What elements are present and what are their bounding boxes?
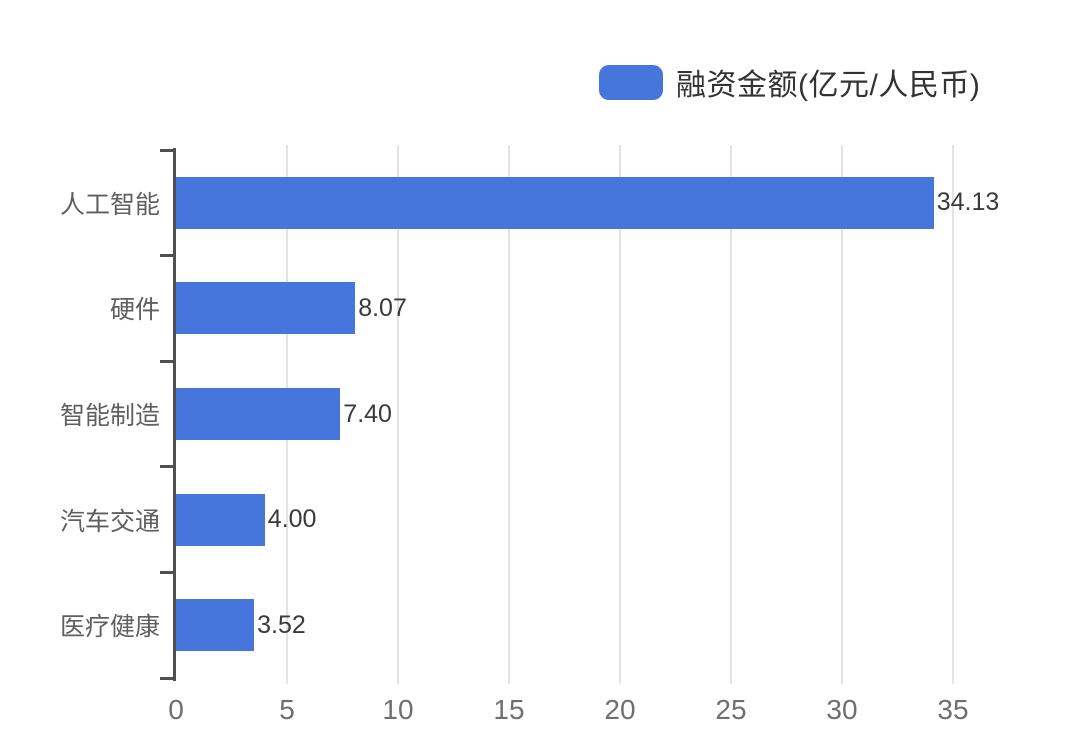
x-tick-label-15: 15 (493, 694, 525, 725)
bar-汽车交通[interactable] (176, 493, 265, 546)
gridline-x-15 (508, 145, 510, 684)
gridline-x-30 (841, 145, 843, 684)
y-axis-tick (160, 359, 173, 363)
legend-item[interactable]: 融资金额(亿元/人民币) (599, 60, 980, 104)
category-label-人工智能: 人工智能 (59, 190, 160, 219)
y-axis-line (173, 148, 176, 681)
category-label-智能制造: 智能制造 (59, 402, 160, 430)
category-label-汽车交通: 汽车交通 (59, 507, 160, 536)
gridline-x-35 (952, 145, 954, 684)
gridline-x-20 (619, 145, 621, 684)
bar-硬件[interactable] (176, 282, 356, 335)
gridline-x-25 (730, 145, 732, 684)
x-tick-label-10: 10 (382, 694, 414, 725)
bar-人工智能[interactable] (176, 176, 934, 229)
legend-swatch-icon (599, 64, 663, 100)
category-label-硬件: 硬件 (109, 296, 160, 325)
bar-医疗健康[interactable] (176, 599, 255, 652)
category-label-医疗健康: 医疗健康 (59, 613, 160, 642)
x-tick-label-30: 30 (826, 694, 858, 725)
legend-label: 融资金额(亿元/人民币) (676, 69, 981, 102)
bar-value-label: 8.07 (358, 293, 407, 322)
x-tick-label-35: 35 (937, 694, 969, 725)
bar-value-label: 4.00 (267, 505, 317, 534)
y-axis-tick (160, 254, 173, 258)
y-axis-tick (160, 676, 173, 680)
x-tick-label-5: 5 (279, 694, 295, 725)
x-tick-label-20: 20 (604, 694, 636, 725)
bar-value-label: 3.52 (257, 610, 306, 639)
y-axis-tick (160, 465, 173, 469)
x-tick-label-25: 25 (715, 694, 747, 725)
y-axis-tick (160, 570, 173, 574)
bar-value-label: 7.40 (343, 399, 392, 428)
x-tick-label-0: 0 (168, 694, 184, 725)
y-axis-tick (160, 148, 173, 152)
bar-value-label: 34.13 (936, 188, 1000, 217)
bar-智能制造[interactable] (176, 388, 341, 440)
gridline-x-10 (397, 145, 399, 684)
